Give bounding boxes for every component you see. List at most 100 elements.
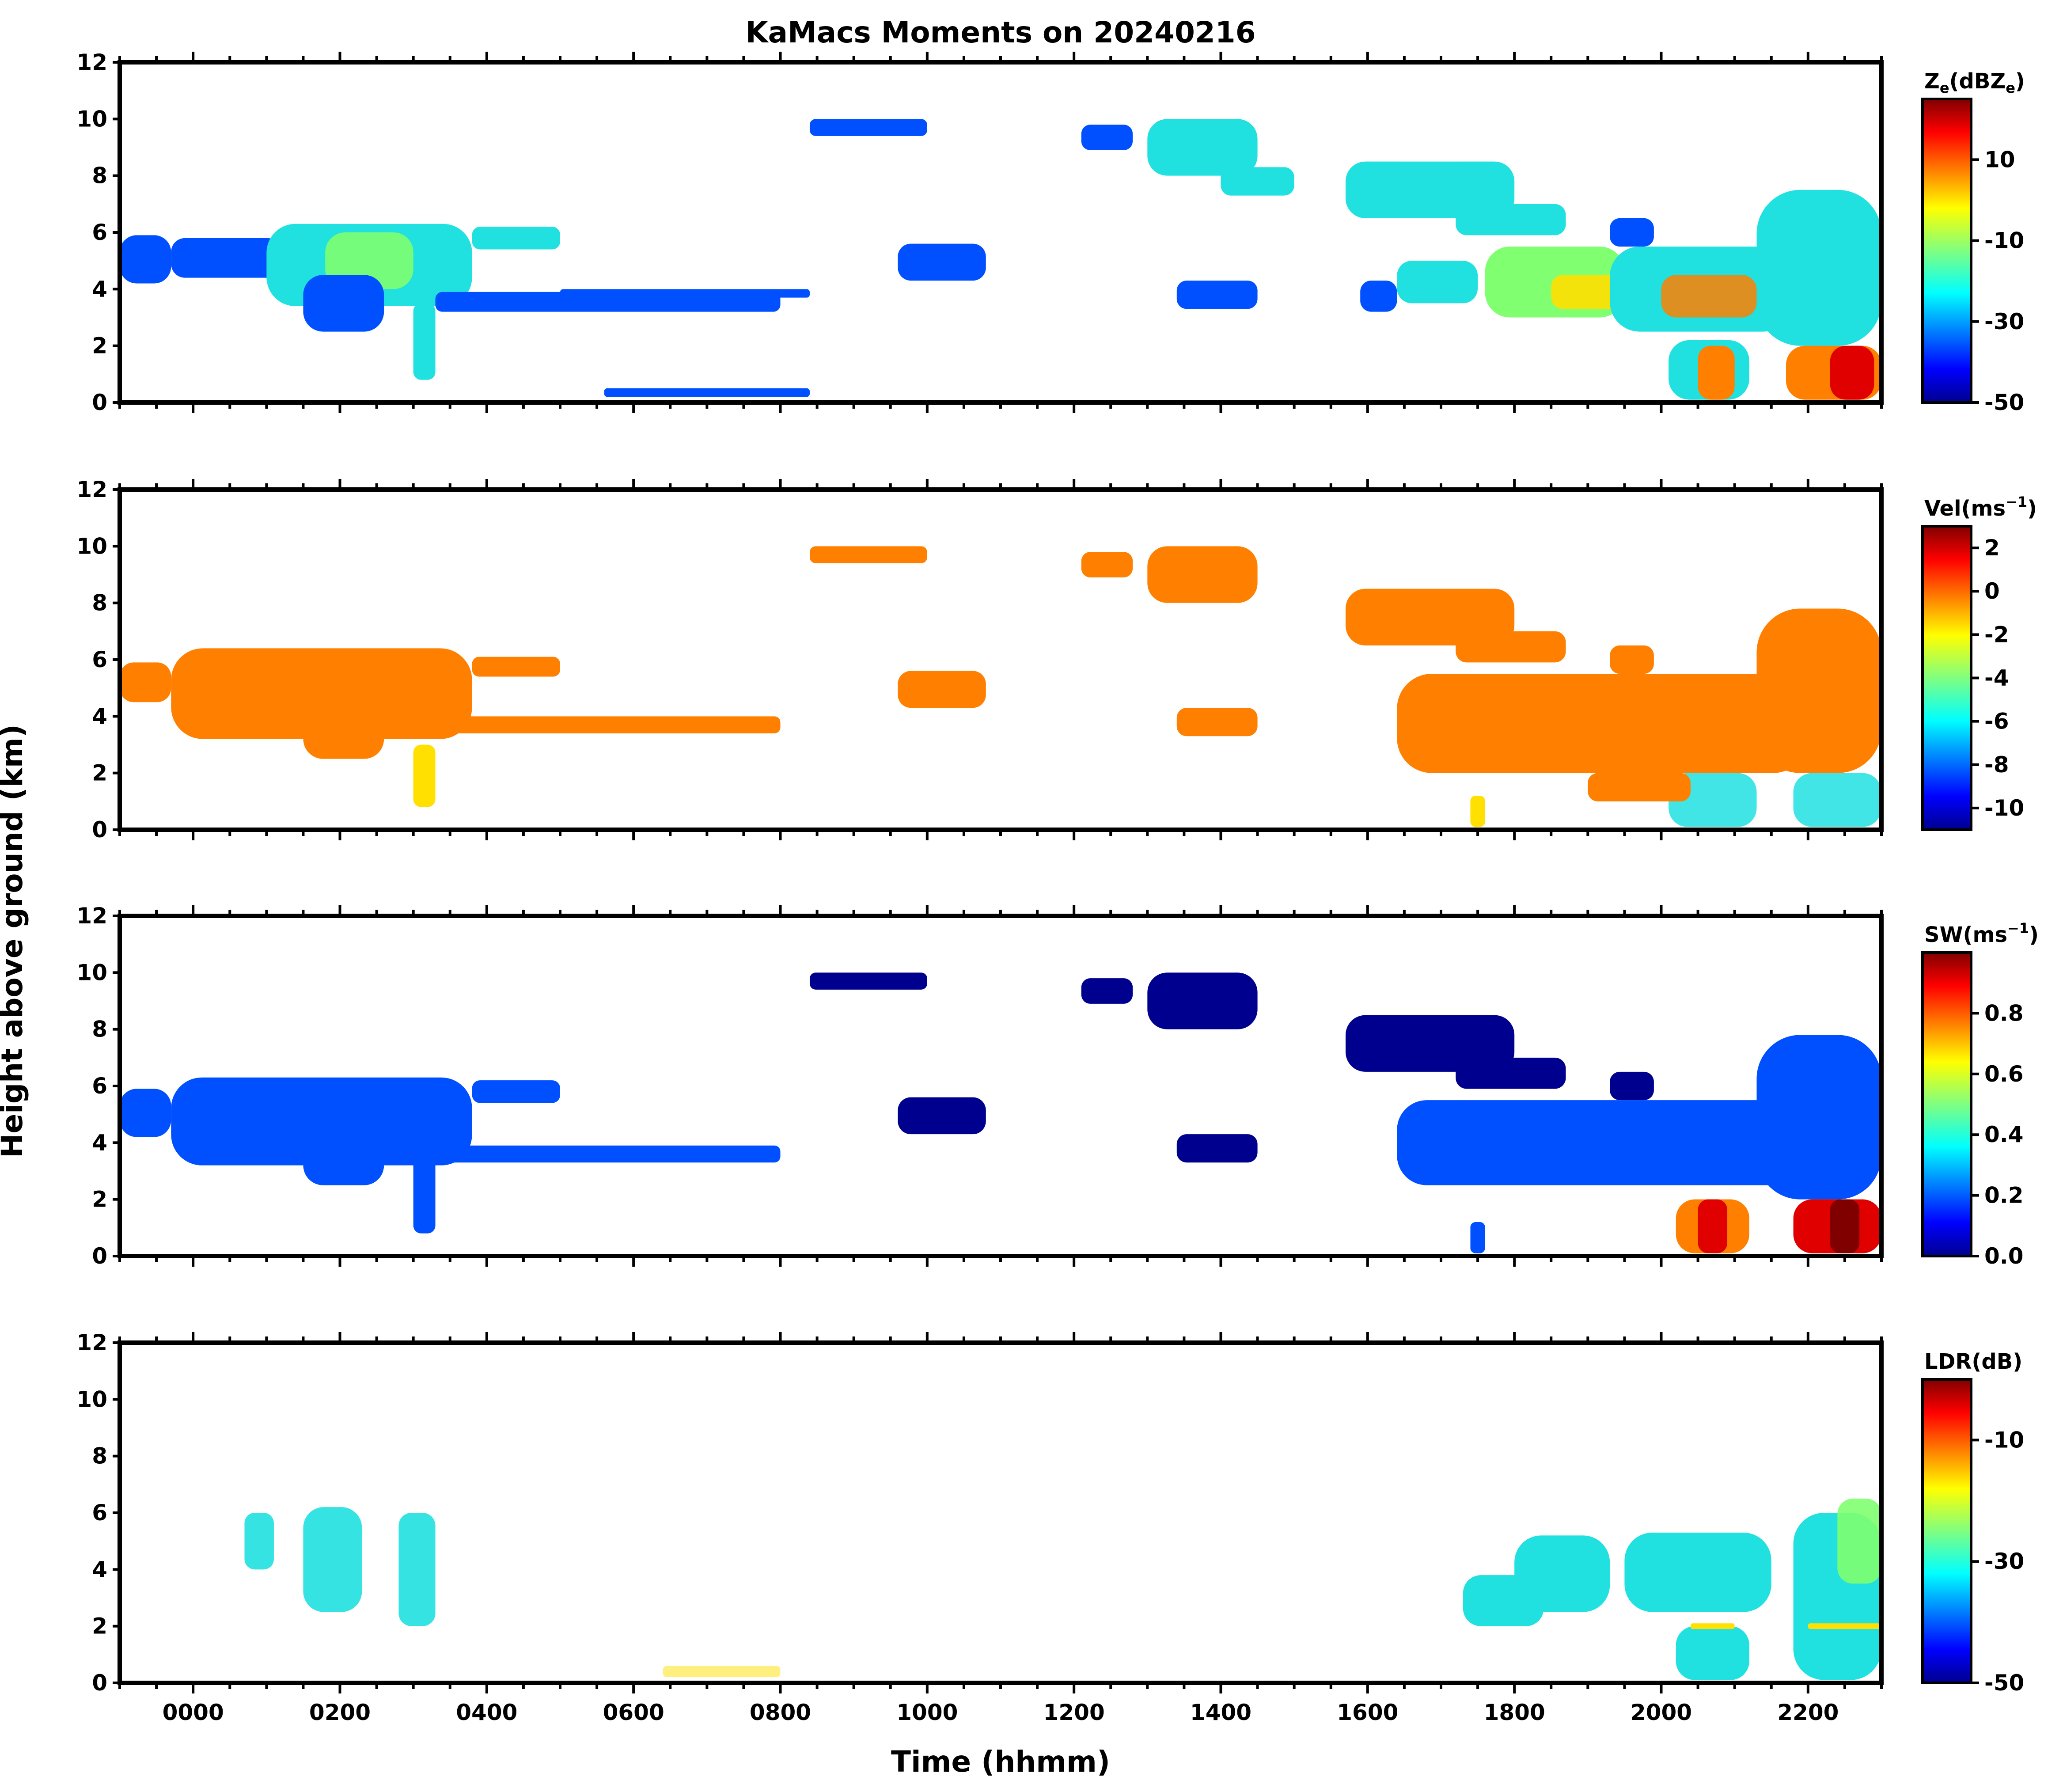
echo-region [1588, 773, 1691, 801]
y-tick-label: 4 [92, 703, 107, 729]
echo-region [413, 744, 436, 807]
x-tick-label: 2200 [1777, 1700, 1839, 1725]
echo-region [898, 671, 986, 708]
echo-region [1676, 1626, 1749, 1680]
colorbar-tick-label: 2 [1984, 535, 2000, 561]
echo-region [303, 1128, 384, 1185]
echo-region [1830, 1199, 1860, 1253]
echo-region [120, 662, 171, 702]
echo-region [1690, 1623, 1735, 1629]
echo-layer [120, 546, 1881, 827]
echo-region [1397, 261, 1478, 304]
y-tick-label: 2 [92, 1187, 107, 1212]
echo-region [1147, 119, 1258, 176]
echo-region [1830, 345, 1874, 400]
colorbar [1921, 951, 1972, 1257]
echo-region [398, 1513, 436, 1626]
colorbar-tick-label: -10 [1984, 228, 2024, 254]
y-tick-label: 0 [92, 1243, 107, 1269]
echo-region [171, 238, 281, 278]
y-tick-label: 4 [92, 276, 107, 302]
echo-region [1756, 608, 1881, 773]
y-tick-label: 2 [92, 760, 107, 786]
echo-region [435, 1145, 781, 1163]
echo-region [1456, 631, 1566, 663]
echo-region [1698, 345, 1735, 400]
panel-spectrum-width: 0 2 4 6 8 10 12 0.8 0.6 0.4 0.2 0.0 SW(ms−1) [76, 903, 2039, 1269]
colorbar-tick-label: -6 [1984, 709, 2009, 734]
y-tick-label: 10 [76, 960, 107, 985]
x-tick-label: 2000 [1631, 1700, 1692, 1725]
y-tick-label: 4 [92, 1557, 107, 1582]
y-tick-label: 12 [76, 477, 107, 502]
echo-layer [244, 1498, 1881, 1680]
echo-region [1081, 978, 1133, 1004]
y-tick-label: 6 [92, 1500, 107, 1526]
colorbar-tick-label: 0.0 [1984, 1243, 2024, 1269]
colorbar-tick-label: 0.4 [1984, 1122, 2024, 1147]
panel-reflectivity: 0 2 4 6 8 10 12 10 -10 -30 -50 Ze(dBZe) [76, 49, 2025, 415]
colorbar-label: Ze(dBZe) [1924, 69, 2025, 96]
echo-region [1176, 708, 1258, 737]
colorbar-tick-label: -4 [1984, 665, 2009, 691]
echo-region [1793, 773, 1881, 827]
colorbar-tick-label: -30 [1984, 1549, 2024, 1574]
x-tick-label: 1200 [1043, 1700, 1105, 1725]
x-tick-label: 0200 [309, 1700, 371, 1725]
echo-region [1397, 674, 1808, 773]
echo-region [663, 1666, 781, 1678]
colorbar-tick-label: -10 [1984, 1427, 2024, 1453]
y-tick-label: 0 [92, 817, 107, 843]
echo-region [1147, 546, 1258, 603]
colorbar-label: Vel(ms−1) [1924, 494, 2037, 521]
echo-region [1610, 645, 1654, 674]
colorbar [1921, 1378, 1972, 1684]
echo-region [1176, 281, 1258, 309]
echo-region [413, 303, 436, 380]
echo-region [303, 275, 384, 332]
echo-region [1470, 1222, 1485, 1253]
echo-region [472, 657, 560, 677]
echo-region [1147, 972, 1258, 1029]
echo-region [809, 546, 927, 563]
x-tick-label: 1800 [1484, 1700, 1545, 1725]
echo-region [413, 1157, 436, 1234]
echo-region [1470, 796, 1485, 827]
y-tick-label: 10 [76, 533, 107, 559]
colorbar-tick-label: 0.8 [1984, 1000, 2024, 1026]
y-tick-label: 12 [76, 1330, 107, 1355]
y-tick-label: 0 [92, 390, 107, 415]
colorbar [1921, 98, 1972, 404]
y-tick-label: 8 [92, 590, 107, 616]
echo-region [1081, 552, 1133, 577]
y-tick-label: 12 [76, 903, 107, 929]
echo-region [472, 1080, 560, 1103]
colorbar-tick-label: -30 [1984, 309, 2024, 334]
echo-region [1514, 1535, 1610, 1612]
y-tick-label: 0 [92, 1670, 107, 1696]
y-tick-label: 6 [92, 1073, 107, 1099]
x-tick-label: 1400 [1190, 1700, 1251, 1725]
echo-region [120, 235, 171, 284]
y-axis-label: Height above ground (km) [0, 724, 29, 1158]
y-tick-label: 8 [92, 1443, 107, 1469]
echo-region [1756, 1035, 1881, 1200]
echo-region [1551, 275, 1625, 309]
y-tick-label: 4 [92, 1130, 107, 1155]
plot-frame [118, 1340, 1884, 1685]
y-tick-label: 6 [92, 647, 107, 672]
y-tick-label: 8 [92, 1017, 107, 1042]
echo-region [560, 289, 810, 298]
y-tick-label: 8 [92, 163, 107, 189]
echo-region [1610, 218, 1654, 247]
colorbar-tick-label: 10 [1984, 147, 2015, 172]
echo-region [604, 388, 810, 397]
echo-region [435, 716, 781, 733]
x-tick-label: 0400 [456, 1700, 517, 1725]
y-tick-label: 10 [76, 106, 107, 132]
panel-velocity: 0 2 4 6 8 10 12 2 0 -2 -4 -6 -8 -10 Vel(ms−1) [76, 477, 2037, 843]
colorbar [1921, 525, 1972, 831]
echo-region [1661, 275, 1757, 318]
echo-region [244, 1513, 274, 1570]
